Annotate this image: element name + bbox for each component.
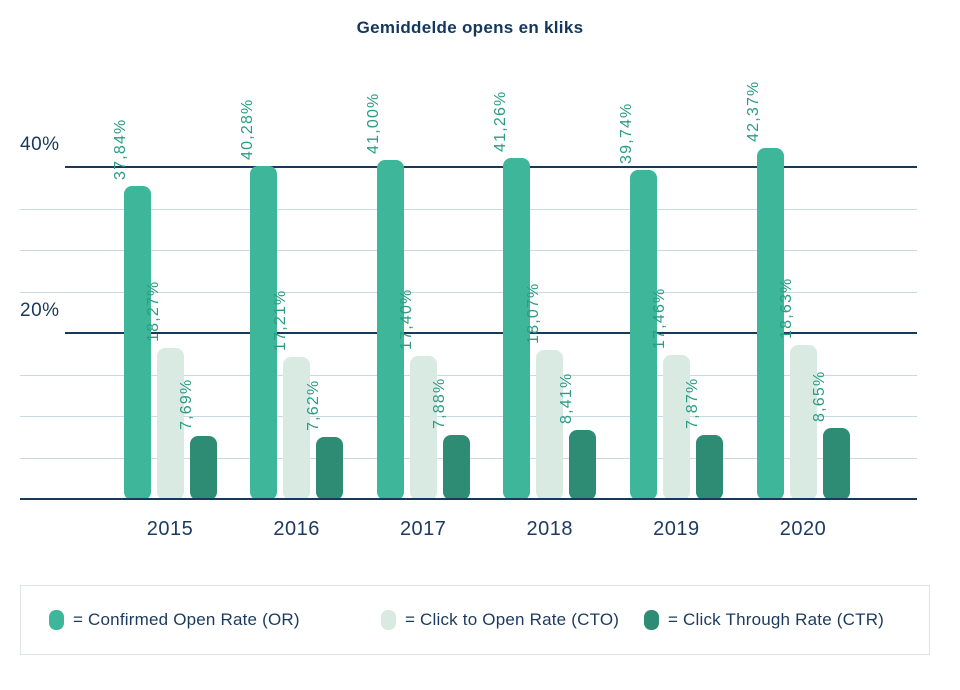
bar-value-label-2015-series-2: 7,69%: [178, 378, 195, 431]
x-axis-label-2015: 2015: [146, 518, 194, 540]
bar-value-label-2020-series-1: 18,63%: [778, 277, 795, 340]
bar-value-label-2018-series-0: 41,26%: [491, 90, 509, 152]
bar-2016-series-0: [250, 165, 278, 500]
bar-value-label-2020-series-2: 8,65%: [811, 370, 828, 423]
bar-value-label-2015-series-0: 37,84%: [112, 118, 129, 180]
gridline-minor-30: [20, 250, 917, 251]
bar-value-label-2017-series-0: 41,00%: [365, 92, 383, 154]
legend-item-2: = Click Through Rate (CTR): [644, 586, 884, 654]
x-axis-label-2019: 2019: [653, 518, 700, 540]
bar-value-label-2020-series-0: 42,37%: [745, 80, 762, 143]
chart-title: Gemiddelde opens en kliks: [356, 18, 584, 37]
bar-2020-series-2: [822, 428, 850, 500]
legend: = Confirmed Open Rate (OR) = Click to Ope…: [20, 585, 930, 655]
legend-swatch-icon-0: [49, 610, 64, 630]
legend-item-label-1: = Click to Open Rate (CTO): [405, 610, 620, 629]
legend-swatch-icon-2: [644, 610, 659, 630]
x-axis-line: [20, 498, 917, 500]
gridline-major-20: [65, 332, 917, 334]
x-axis-label-2016: 2016: [273, 518, 320, 540]
legend-item-0: = Confirmed Open Rate (OR): [49, 586, 300, 654]
legend-item-label-0: = Confirmed Open Rate (OR): [73, 610, 300, 629]
bar-value-label-2016-series-2: 7,62%: [304, 379, 322, 431]
bar-value-label-2017-series-1: 17,40%: [398, 288, 416, 350]
bar-2019-series-1: [662, 355, 690, 500]
bar-value-label-2019-series-1: 17,46%: [651, 287, 669, 350]
bar-2018-series-2: [569, 430, 597, 500]
bar-2019-series-2: [695, 434, 723, 500]
bar-value-label-2016-series-0: 40,28%: [238, 98, 256, 160]
x-axis-label-2017: 2017: [399, 518, 447, 540]
x-axis-label-2020: 2020: [779, 518, 827, 540]
bar-2018-series-0: [503, 157, 531, 500]
gridline-minor-10: [20, 416, 917, 417]
bar-value-label-2015-series-1: 18,27%: [145, 280, 162, 343]
y-axis-tick-40: 40%: [20, 134, 60, 155]
bar-2017-series-0: [376, 159, 404, 500]
bar-2015-series-1: [156, 348, 184, 500]
bar-value-label-2018-series-1: 18,07%: [524, 282, 542, 345]
bar-2020-series-1: [789, 345, 817, 500]
bar-2016-series-1: [283, 357, 311, 500]
bar-2020-series-0: [756, 148, 784, 500]
bar-2017-series-2: [442, 434, 470, 500]
x-axis-label-2018: 2018: [526, 518, 574, 540]
bar-value-label-2017-series-2: 7,88%: [431, 377, 449, 429]
plot-area: 40% 20% 37,84% 18,27% 7,69% 40,28% 17,21% 7,62%…: [20, 81, 917, 500]
gridline-minor-25: [20, 291, 917, 293]
legend-item-label-2: = Click Through Rate (CTR): [668, 610, 885, 629]
gridline-minor-15: [20, 374, 917, 376]
bar-2017-series-1: [409, 355, 437, 500]
bar-2015-series-0: [123, 185, 151, 500]
bar-value-label-2019-series-0: 39,74%: [618, 102, 636, 165]
bar-value-label-2019-series-2: 7,87%: [684, 377, 702, 429]
bar-2015-series-2: [189, 436, 217, 500]
bar-2018-series-1: [536, 350, 564, 500]
y-axis-tick-20: 20%: [20, 300, 60, 321]
gridline-major-40: [65, 166, 917, 168]
bar-2016-series-2: [316, 436, 344, 500]
bar-2019-series-0: [629, 170, 657, 500]
legend-item-1: = Click to Open Rate (CTO): [381, 586, 619, 654]
bar-value-label-2018-series-2: 8,41%: [557, 372, 575, 425]
gridline-minor-35: [20, 208, 917, 210]
legend-swatch-icon-1: [381, 610, 396, 630]
bar-value-label-2016-series-1: 17,21%: [271, 289, 289, 352]
